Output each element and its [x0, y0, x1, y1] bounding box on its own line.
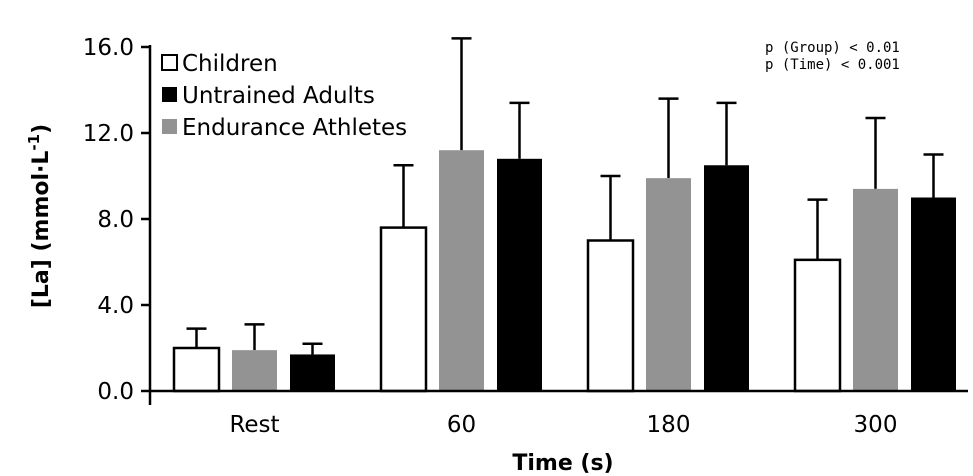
bar-children — [586, 239, 635, 393]
y-tick-label: 12.0 — [83, 121, 134, 147]
bar-children — [379, 226, 428, 393]
legend: Children Untrained Adults Endurance Athlet… — [161, 51, 407, 141]
y-axis-title-close: ) — [29, 124, 54, 134]
bar-endurance-athletes — [232, 350, 277, 391]
legend-swatch — [162, 87, 177, 102]
y-tick-label: 4.0 — [97, 293, 134, 319]
x-tick-label: Rest — [229, 412, 279, 438]
x-tick-label: 180 — [647, 412, 691, 438]
bar-untrained-adults — [497, 158, 542, 391]
bar-endurance-athletes — [853, 188, 898, 391]
x-axis-tick-labels: Rest 60 180 300 — [229, 412, 897, 438]
legend-swatch — [161, 54, 178, 71]
bar-untrained-adults — [704, 165, 749, 391]
y-axis-ticks: 0.0 4.0 8.0 12.0 16.0 — [83, 35, 150, 405]
bar-endurance-athletes — [439, 150, 484, 391]
bar-children — [793, 258, 842, 393]
bar-untrained-adults — [290, 354, 335, 391]
legend-swatch — [162, 119, 177, 134]
bar-children — [172, 346, 221, 393]
y-tick-label: 0.0 — [97, 379, 134, 405]
legend-label: Endurance Athletes — [182, 115, 407, 141]
annotation-p-group: p (Group) < 0.01 — [765, 40, 900, 56]
x-tick-label: 60 — [447, 412, 476, 438]
y-axis-title: [La] (mmol·L-1) — [25, 124, 54, 308]
bar-untrained-adults — [911, 197, 956, 391]
y-tick-label: 16.0 — [83, 35, 134, 61]
x-tick-label: 300 — [854, 412, 898, 438]
bar-endurance-athletes — [646, 178, 691, 391]
y-axis-title-superscript: -1 — [25, 134, 43, 151]
annotation-p-time: p (Time) < 0.001 — [765, 57, 900, 73]
x-axis-title: Time (s) — [512, 451, 613, 476]
y-axis-title-main: [La] (mmol·L — [29, 151, 54, 309]
legend-label: Untrained Adults — [182, 83, 375, 109]
legend-label: Children — [182, 51, 278, 77]
y-tick-label: 8.0 — [97, 207, 134, 233]
